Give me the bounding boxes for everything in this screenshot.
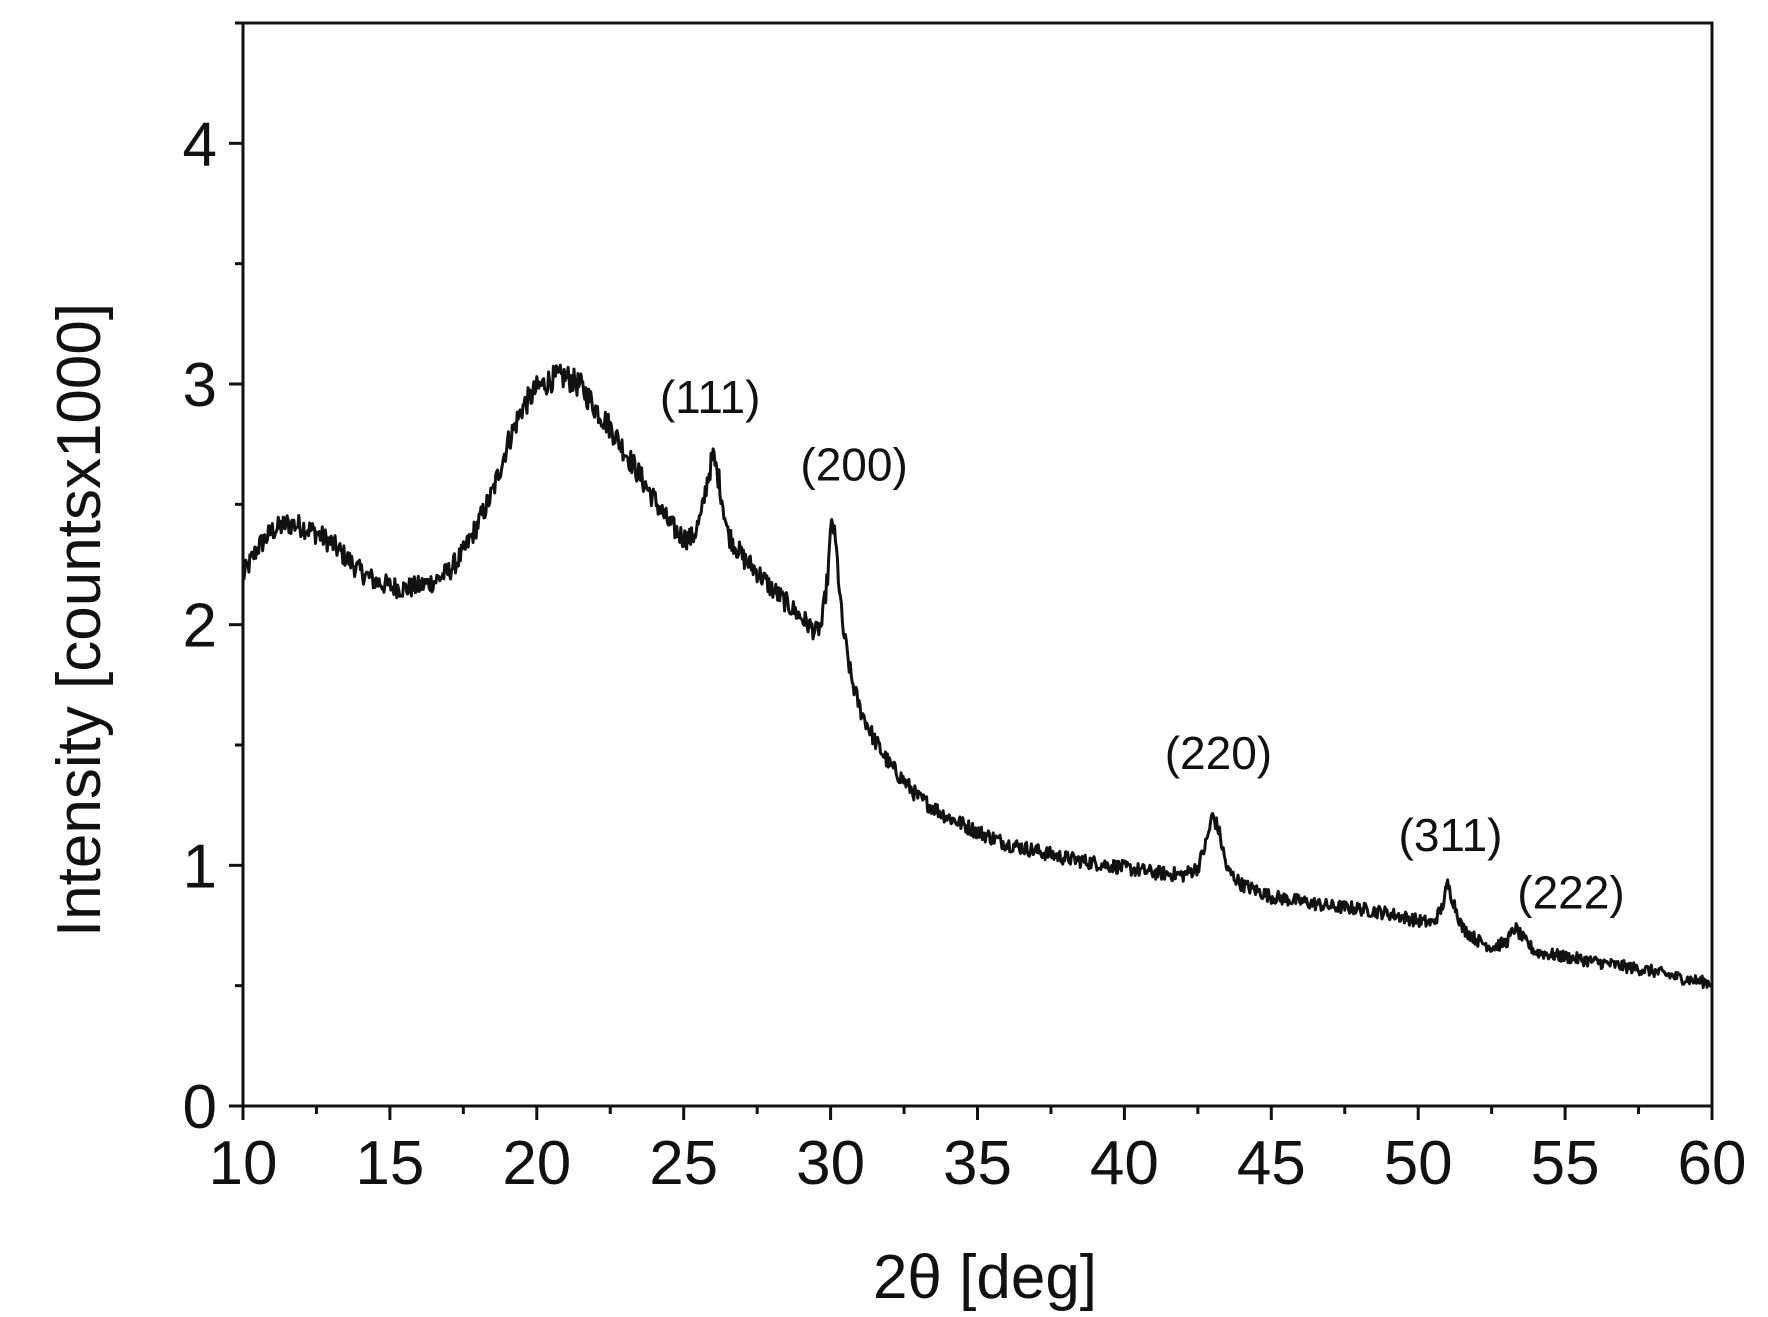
x-tick-label: 50 xyxy=(1384,1129,1453,1198)
x-tick-label: 40 xyxy=(1090,1129,1159,1198)
x-tick-label: 15 xyxy=(355,1129,424,1198)
peak-label: (311) xyxy=(1399,809,1503,861)
y-tick-label: 4 xyxy=(183,110,217,179)
peak-labels: (111) (200) (220) (311) (222) xyxy=(660,371,1625,919)
peak-label: (200) xyxy=(800,438,907,490)
x-axis-ticks xyxy=(241,1106,1714,1120)
x-tick-label: 10 xyxy=(209,1129,278,1198)
x-tick-label: 30 xyxy=(796,1129,865,1198)
y-tick-label: 3 xyxy=(183,351,217,420)
y-tick-label: 0 xyxy=(183,1073,217,1142)
y-axis-tick-labels: 0 1 2 3 4 xyxy=(183,110,217,1142)
x-tick-label: 60 xyxy=(1678,1129,1747,1198)
y-axis-ticks xyxy=(229,21,243,1108)
y-axis-title: Intensity [countsx1000] xyxy=(45,303,114,937)
series-line xyxy=(241,363,1713,990)
peak-label: (222) xyxy=(1517,867,1624,919)
x-axis-title: 2θ [deg] xyxy=(873,1243,1097,1312)
plot-frame xyxy=(241,21,1714,1108)
peak-label: (111) xyxy=(660,371,761,423)
y-tick-label: 2 xyxy=(183,592,217,661)
x-tick-label: 45 xyxy=(1237,1129,1306,1198)
x-axis-tick-labels: 10 15 20 25 30 35 40 45 50 55 60 xyxy=(209,1129,1747,1198)
y-tick-label: 1 xyxy=(183,832,217,901)
peak-label: (220) xyxy=(1165,727,1272,779)
x-tick-label: 25 xyxy=(649,1129,718,1198)
x-tick-label: 55 xyxy=(1531,1129,1600,1198)
x-tick-label: 35 xyxy=(943,1129,1012,1198)
x-tick-label: 20 xyxy=(502,1129,571,1198)
